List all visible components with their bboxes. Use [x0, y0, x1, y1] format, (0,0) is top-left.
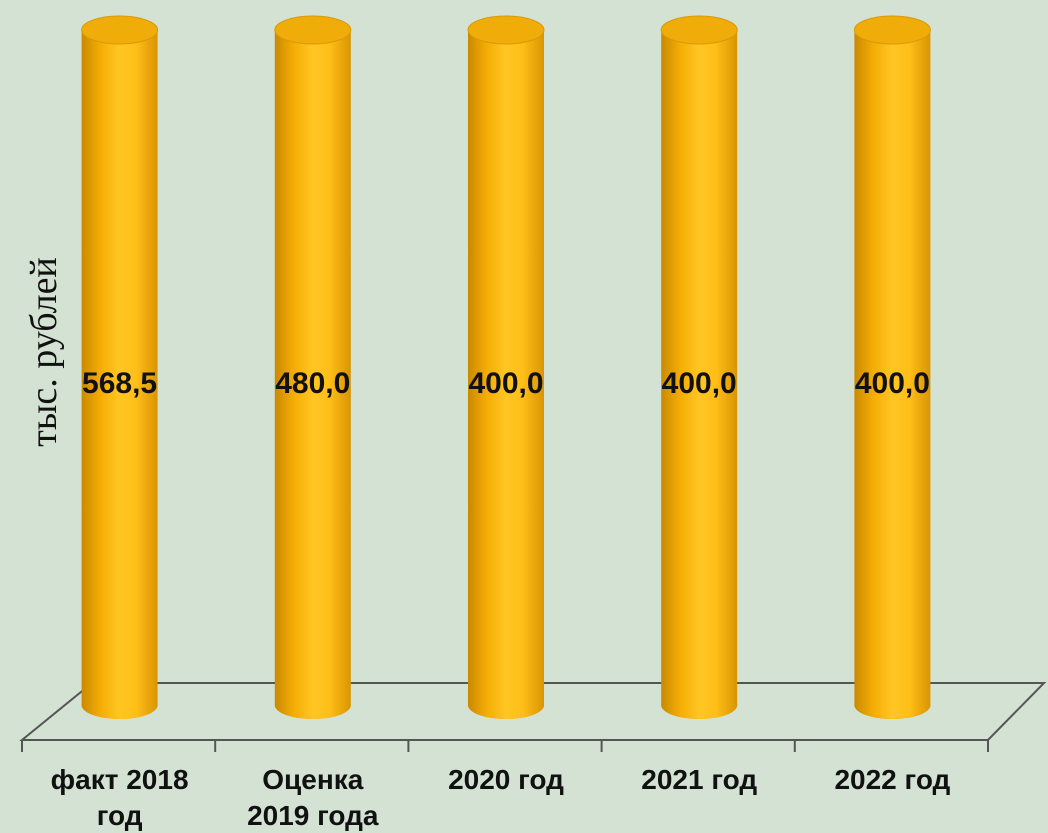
data-label: 400,0: [855, 367, 930, 400]
category-label: факт 2018 год: [51, 764, 189, 831]
chart-floor: [19, 682, 1047, 752]
category-label: 2022 год: [834, 764, 950, 795]
bar-top: [467, 15, 545, 45]
category-label: Оценка 2019 года: [247, 764, 379, 831]
bar-top: [274, 15, 352, 45]
bar-body: [468, 30, 544, 705]
category-label-line: 2022 год: [834, 764, 950, 795]
category-label-line: 2019 года: [247, 800, 379, 831]
floor-plane: [19, 682, 1047, 741]
category-label: 2020 год: [448, 764, 564, 795]
bar-bottom-edge: [81, 705, 158, 719]
data-label: 568,5: [82, 367, 157, 400]
bar-top: [660, 15, 738, 45]
bar-4: 400,0: [660, 15, 738, 719]
bars-group: 568,5 480,0 400,0 400,0 400,0: [81, 15, 931, 719]
data-label: 480,0: [275, 367, 350, 400]
bar-body: [81, 30, 158, 705]
bar-top: [853, 15, 931, 45]
category-label-line: 2021 год: [641, 764, 757, 795]
bar-1: 568,5: [81, 15, 159, 719]
bar-bottom-edge: [661, 705, 738, 719]
bar-5: 400,0: [853, 15, 931, 719]
bar-body: [854, 30, 931, 705]
bar-body: [661, 30, 738, 705]
category-label-line: факт 2018: [51, 764, 189, 795]
bar-3: 400,0: [467, 15, 545, 719]
bar-bottom-edge: [854, 705, 931, 719]
data-label: 400,0: [662, 367, 737, 400]
bar-body: [274, 30, 351, 705]
bar-2: 480,0: [274, 15, 352, 719]
category-label-line: год: [97, 800, 143, 831]
data-label: 400,0: [468, 367, 543, 400]
y-axis-label: тыс. рублей: [23, 257, 65, 447]
category-label: 2021 год: [641, 764, 757, 795]
bar-bottom-edge: [274, 705, 351, 719]
category-labels: факт 2018 год Оценка 2019 года 2020 год 2021 …: [51, 764, 951, 831]
bar-top: [81, 15, 159, 45]
category-label-line: Оценка: [262, 764, 363, 795]
category-label-line: 2020 год: [448, 764, 564, 795]
bar-bottom-edge: [468, 705, 544, 719]
